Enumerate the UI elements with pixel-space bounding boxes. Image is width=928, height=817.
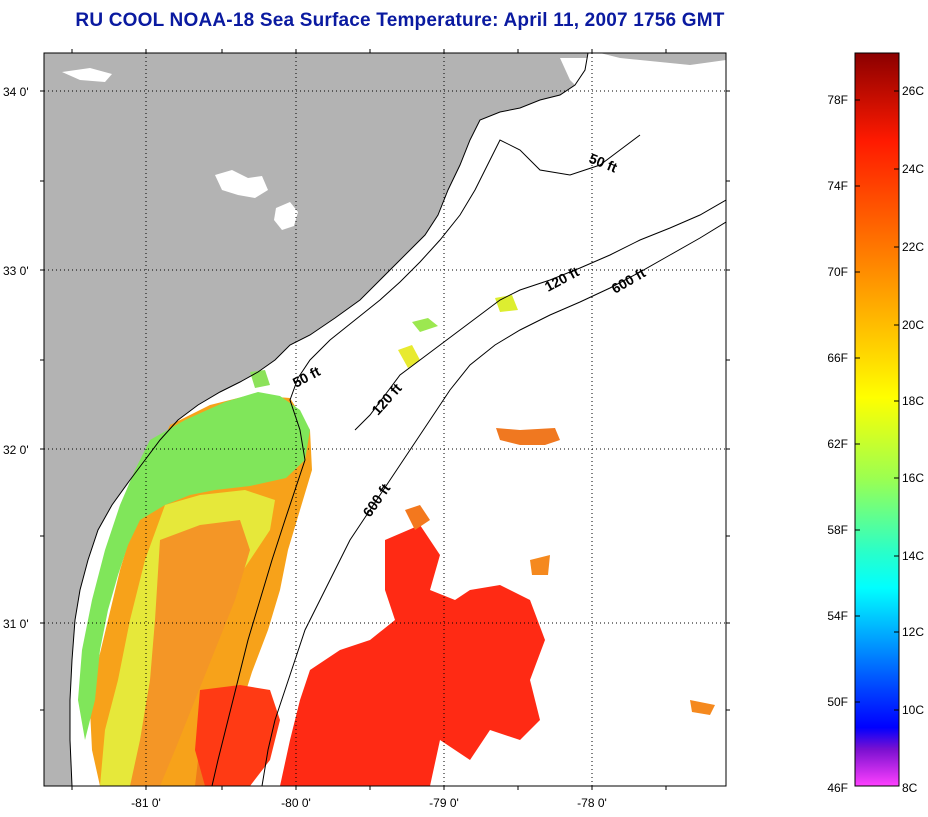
colorbar-f-label: 70F	[827, 265, 848, 279]
colorbar-c-label: 24C	[902, 162, 924, 176]
lon-label: -79 0'	[429, 796, 459, 810]
sst-cool-green-nearshore	[78, 392, 310, 740]
sst-orange-core	[130, 520, 250, 786]
land-mass	[44, 53, 588, 786]
lon-label: -81 0'	[131, 796, 161, 810]
land-patch	[600, 53, 726, 65]
colorbar-c-label: 10C	[902, 703, 924, 717]
sst-orange-offshore	[496, 428, 560, 445]
inland-water	[274, 202, 298, 230]
sst-green-offshore	[250, 370, 270, 388]
lat-label: 32 0'	[3, 443, 29, 457]
axis-ticks	[40, 49, 730, 790]
colorbar-c-label: 14C	[902, 549, 924, 563]
sst-orange-offshore	[690, 700, 715, 715]
map-title: RU COOL NOAA-18 Sea Surface Temperature:…	[75, 10, 725, 31]
colorbar-f-label: 46F	[827, 781, 848, 795]
colorbar-c-label: 18C	[902, 394, 924, 408]
sst-yellow-offshore	[398, 345, 420, 368]
map-grid	[44, 53, 726, 786]
sst-red-patch	[195, 685, 280, 786]
sst-orange-offshore	[530, 555, 550, 575]
isobath-50ft	[211, 134, 641, 786]
sst-orange-offshore	[405, 505, 430, 530]
colorbar-f-label: 62F	[827, 437, 848, 451]
lon-label: -80 0'	[281, 796, 311, 810]
lat-label: 33 0'	[3, 264, 29, 278]
colorbar-f-label: 58F	[827, 523, 848, 537]
sst-red-gulfstream	[280, 525, 545, 786]
colorbar-ticks	[855, 90, 899, 711]
colorbar-c-label: 26C	[902, 84, 924, 98]
colorbar-f-label: 78F	[827, 93, 848, 107]
colorbar-c-label: 8C	[902, 781, 918, 795]
colorbar-f-label: 74F	[827, 179, 848, 193]
lon-label: -78 0'	[577, 796, 607, 810]
isobath-120ft	[354, 199, 726, 431]
inland-water	[560, 58, 610, 95]
lat-label: 31 0'	[3, 617, 29, 631]
colorbar-c-label: 16C	[902, 471, 924, 485]
colorbar-c-label: 20C	[902, 318, 924, 332]
colorbar-c-label: 22C	[902, 240, 924, 254]
inland-water	[62, 68, 112, 82]
inland-water	[215, 170, 268, 198]
map-frame	[43, 52, 727, 787]
colorbar	[854, 52, 900, 787]
colorbar-c-label: 12C	[902, 625, 924, 639]
colorbar-f-label: 50F	[827, 695, 848, 709]
lat-label: 34 0'	[3, 85, 29, 99]
coastline	[69, 53, 589, 786]
colorbar-f-label: 66F	[827, 351, 848, 365]
isobath-600ft	[261, 221, 726, 786]
sst-green-offshore	[412, 318, 438, 332]
colorbar-f-label: 54F	[827, 609, 848, 623]
